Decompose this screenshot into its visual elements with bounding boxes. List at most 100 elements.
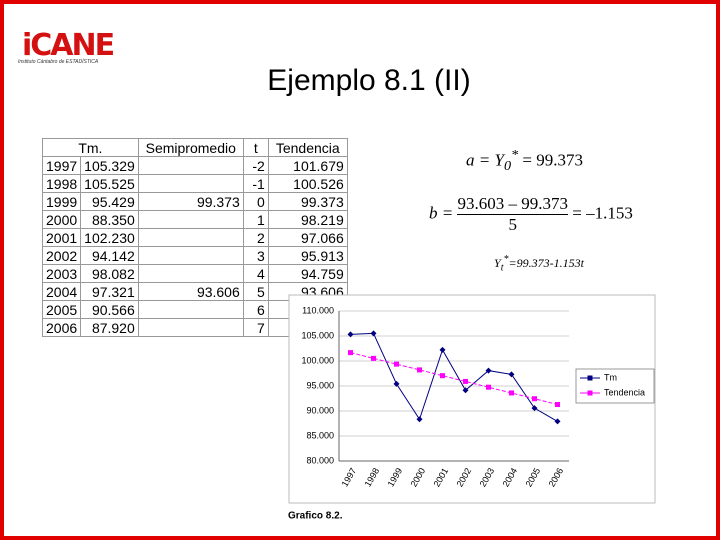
table-cell: 1	[242, 210, 269, 229]
logo: iCANE	[22, 28, 115, 63]
table-cell: 3	[242, 246, 269, 265]
marker	[416, 416, 423, 423]
y-tick-label: 110.000	[302, 305, 334, 315]
table-row: 1999 95.429 99.373 0 99.373	[41, 192, 348, 211]
y-tick-label: 90.000	[306, 405, 334, 415]
table-cell: 98.219	[267, 210, 348, 229]
column-header: Tendencia	[267, 138, 348, 157]
table-cell	[137, 264, 244, 283]
table-cell: 95.913	[267, 246, 348, 265]
table-cell: 94.759	[267, 264, 348, 283]
column-header: Semipromedio	[137, 138, 244, 157]
table-cell	[137, 210, 244, 229]
y-tick-label: 85.000	[306, 430, 334, 440]
marker	[485, 367, 492, 374]
logo-subtitle: Instituto Cántabro de ESTADÍSTICA	[18, 59, 99, 65]
series-line	[350, 332, 558, 422]
table-cell: 101.679	[267, 156, 348, 175]
legend-marker	[587, 390, 593, 396]
table-cell: 2	[242, 228, 269, 247]
table-cell	[137, 174, 244, 193]
y-tick-label: 105.000	[301, 330, 334, 340]
marker	[555, 402, 560, 408]
table-cell	[137, 318, 244, 337]
text: 5	[457, 214, 568, 235]
text: = 99.373	[522, 150, 583, 170]
text: 0	[503, 158, 512, 175]
slide-title: Ejemplo 8.1 (II)	[267, 64, 471, 97]
table-cell: 2002	[41, 246, 82, 265]
table-row: 2001 102.230 2 97.066	[41, 228, 348, 247]
marker	[462, 387, 469, 394]
column-header: t	[242, 138, 269, 157]
table-cell	[137, 228, 244, 247]
text: Y	[494, 150, 504, 170]
y-tick-label: 95.000	[306, 380, 334, 390]
text: *	[503, 254, 509, 265]
marker	[371, 355, 376, 361]
table-cell: 2001	[41, 228, 82, 247]
fraction: 93.603 – 99.373 5	[457, 194, 568, 235]
legend-label: Tm	[604, 372, 617, 382]
table-cell: 5	[242, 282, 269, 301]
caption: Grafico 8.2.	[288, 511, 343, 522]
table-cell: 100.526	[267, 174, 348, 193]
table-cell: 2006	[41, 318, 82, 337]
table-cell	[137, 246, 244, 265]
table-cell	[137, 300, 244, 319]
text: Y	[494, 256, 501, 270]
table-cell: 2003	[41, 264, 82, 283]
legend-box	[575, 368, 655, 404]
formula-b: b = 93.603 – 99.373 5 = –1.153	[429, 194, 633, 235]
table-row: 2000 88.350 1 98.219	[41, 210, 348, 229]
table-cell: 88.350	[80, 210, 139, 229]
marker	[393, 380, 400, 387]
marker	[439, 346, 446, 353]
table-cell: 95.429	[80, 192, 139, 211]
table-cell: -1	[242, 174, 269, 193]
marker	[531, 405, 538, 412]
y-tick-label: 100.000	[301, 355, 334, 365]
marker	[508, 371, 515, 378]
formula-trend: Yt*=99.373-1.153t	[494, 254, 584, 273]
table-row: 2003 98.082 4 94.759	[41, 264, 348, 283]
chart: Grafico 8.2. 80.000 85.000 90.000 95.000 100…	[288, 294, 656, 522]
table-row: 1998 105.525 -1 100.526	[41, 174, 348, 193]
marker	[370, 330, 377, 337]
header-row: Tm. Semipromedio t Tendencia	[42, 138, 348, 157]
table-cell: 1997	[41, 156, 82, 175]
series-line	[350, 352, 558, 405]
y-tick-label: 80.000	[306, 455, 334, 465]
table-cell: 98.082	[80, 264, 139, 283]
marker	[532, 396, 537, 402]
table-cell: 90.566	[80, 300, 139, 319]
formula-a: a = Y0* = 99.373	[466, 147, 583, 175]
table-cell: 0	[242, 192, 269, 211]
table-cell: 6	[242, 300, 269, 319]
table-cell: 2000	[41, 210, 82, 229]
legend-marker	[587, 375, 593, 381]
table-cell: 97.066	[267, 228, 348, 247]
marker	[486, 384, 491, 390]
table-cell: 105.525	[80, 174, 139, 193]
marker	[554, 418, 561, 425]
text: b =	[429, 203, 454, 223]
marker	[347, 331, 354, 338]
table-cell: 1999	[41, 192, 82, 211]
table-cell: 105.329	[80, 156, 139, 175]
table-cell: 94.142	[80, 246, 139, 265]
text: *	[511, 147, 519, 163]
table-cell: 2004	[41, 282, 82, 301]
text: =99.373-1.153t	[508, 256, 584, 270]
marker	[348, 350, 353, 356]
text: t	[500, 262, 504, 274]
table-cell: 102.230	[80, 228, 139, 247]
table-cell: 97.321	[80, 282, 139, 301]
text: 93.603 – 99.373	[457, 194, 568, 213]
table-cell: 4	[242, 264, 269, 283]
marker	[440, 373, 445, 379]
table-cell: 7	[242, 318, 269, 337]
legend-label: Tendencia	[604, 387, 645, 397]
table-cell: 99.373	[137, 192, 244, 211]
marker	[509, 390, 514, 396]
